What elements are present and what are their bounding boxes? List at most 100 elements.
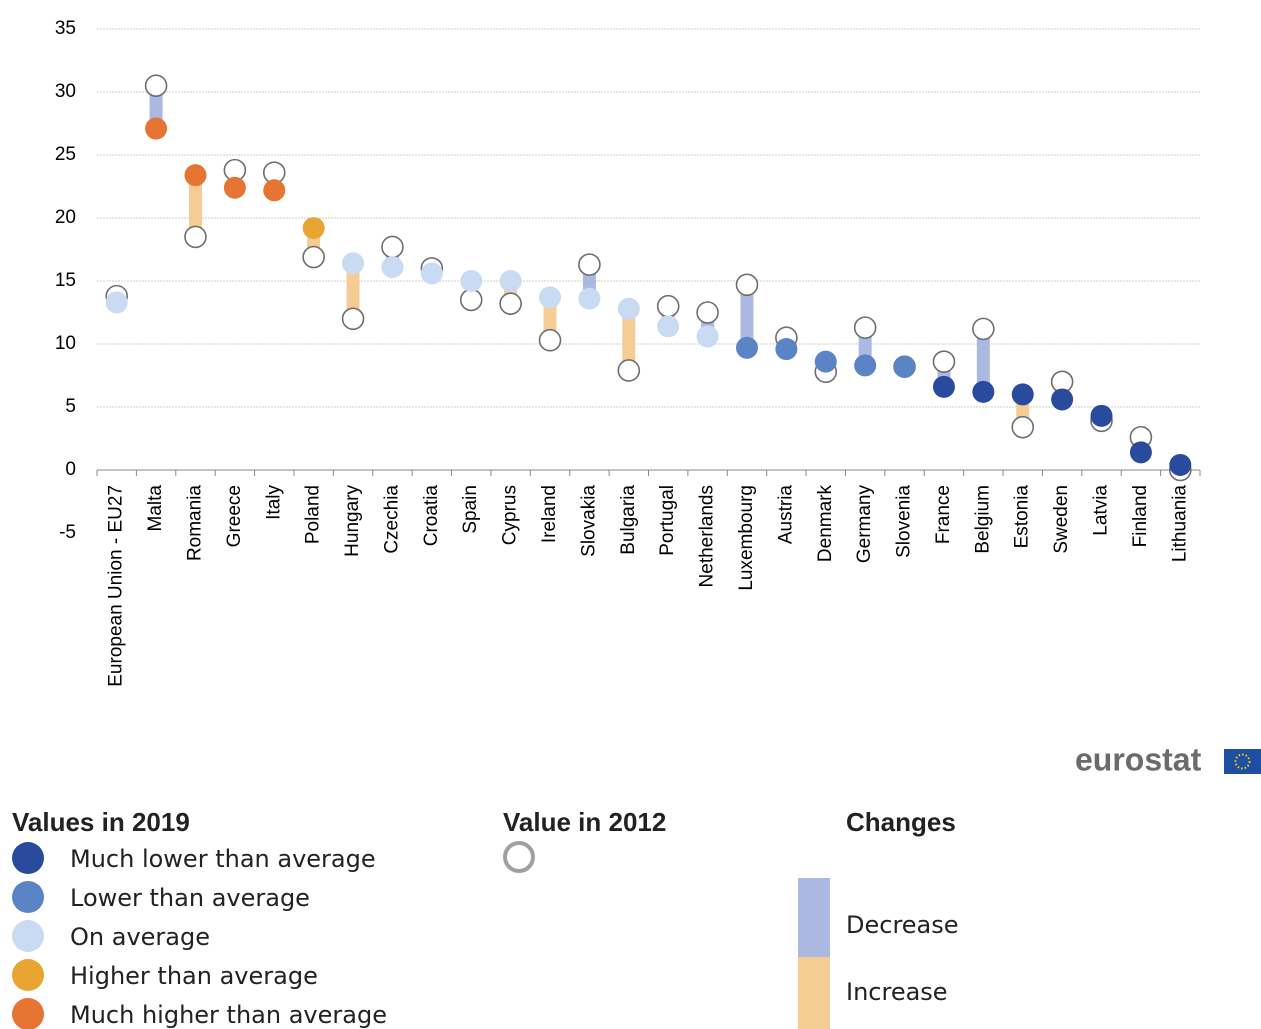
- x-tick-label: Netherlands: [697, 485, 718, 587]
- marker-2019: [735, 336, 758, 359]
- x-tick-label: Spain: [460, 485, 481, 534]
- marker-2019: [775, 338, 798, 361]
- y-tick-label: 20: [55, 207, 76, 228]
- x-tick-label: France: [933, 485, 954, 544]
- legend-swatch: [798, 957, 830, 1029]
- marker-2019: [460, 270, 483, 292]
- legend-label: Much higher than average: [70, 1001, 387, 1029]
- legend-label: Increase: [846, 978, 948, 1006]
- marker-2012: [853, 316, 877, 339]
- legend-marker: [12, 881, 44, 913]
- y-tick-label: -5: [59, 522, 76, 543]
- marker-2012: [972, 317, 995, 341]
- x-tick-label: Sweden: [1051, 485, 1072, 554]
- marker-2019: [657, 315, 680, 338]
- legend-marker: [12, 998, 44, 1029]
- legend-marker: [12, 842, 44, 874]
- legend-title: Value in 2012: [503, 807, 666, 837]
- marker-2019: [972, 380, 995, 403]
- x-tick-label: Slovakia: [578, 485, 599, 557]
- legend-label: On average: [70, 923, 210, 951]
- marker-2019: [302, 217, 325, 240]
- marker-2019: [814, 350, 837, 373]
- y-tick-label: 15: [55, 270, 76, 291]
- marker-2012: [341, 307, 365, 331]
- x-tick-label: Bulgaria: [618, 485, 639, 555]
- marker-2019: [1169, 453, 1192, 476]
- legend-marker: [503, 841, 535, 873]
- marker-2019: [105, 291, 128, 314]
- x-tick-label: Croatia: [421, 485, 442, 547]
- marker-2012: [538, 328, 562, 352]
- x-tick-label: Slovenia: [894, 485, 915, 558]
- x-tick-label: Germany: [854, 485, 875, 564]
- x-tick-label: Latvia: [1091, 485, 1112, 536]
- marker-2019: [223, 176, 246, 199]
- marker-2019: [499, 270, 522, 292]
- marker-2019: [854, 354, 877, 377]
- y-tick-label: 0: [65, 459, 76, 480]
- marker-2019: [381, 256, 404, 279]
- y-tick-label: 35: [55, 18, 76, 39]
- marker-2012: [381, 235, 404, 259]
- x-tick-label: Romania: [184, 485, 205, 561]
- x-tick-label: European Union - EU27: [106, 485, 127, 687]
- x-tick-label: Denmark: [815, 485, 836, 563]
- marker-2019: [1051, 388, 1074, 411]
- marker-2019: [617, 297, 640, 320]
- x-tick-label: Lithuania: [1169, 485, 1190, 563]
- marker-2019: [578, 287, 601, 310]
- legend-label: Much lower than average: [70, 845, 376, 873]
- marker-2012: [459, 288, 483, 312]
- eu-flag: [1224, 749, 1261, 774]
- x-tick-label: Hungary: [342, 485, 363, 557]
- legend-label: Higher than average: [70, 962, 318, 990]
- x-tick-label: Finland: [1130, 485, 1151, 547]
- marker-2019: [1090, 404, 1113, 427]
- legend-marker: [12, 920, 44, 952]
- marker-2019: [1129, 441, 1152, 464]
- x-tick-label: Ireland: [539, 485, 560, 543]
- x-tick-label: Belgium: [972, 485, 993, 554]
- x-tick-label: Portugal: [657, 485, 678, 556]
- marker-2019: [342, 252, 365, 275]
- marker-2012: [302, 245, 325, 269]
- marker-2012: [932, 350, 956, 373]
- eu-stars: [1234, 753, 1251, 770]
- marker-2019: [420, 262, 443, 285]
- marker-2019: [263, 179, 286, 202]
- change-bar: [188, 175, 202, 237]
- marker-2012: [656, 294, 680, 318]
- marker-2012: [499, 292, 522, 315]
- legend-label: Lower than average: [70, 884, 310, 912]
- marker-2012: [144, 74, 168, 97]
- change-bar: [740, 284, 754, 348]
- legend-title: Values in 2019: [12, 807, 190, 837]
- legend-label: Decrease: [846, 911, 959, 939]
- x-tick-label: Cyprus: [500, 485, 521, 545]
- x-tick-label: Italy: [263, 485, 284, 520]
- legend-swatch: [798, 878, 830, 957]
- marker-2012: [1011, 415, 1035, 439]
- source-logo: eurostat: [1075, 741, 1202, 777]
- x-tick-label: Luxembourg: [736, 485, 757, 591]
- legend-marker: [12, 959, 44, 991]
- marker-2012: [578, 253, 601, 276]
- marker-2012: [735, 273, 759, 297]
- marker-2019: [893, 355, 916, 378]
- marker-2012: [696, 301, 719, 324]
- marker-2012: [617, 359, 641, 382]
- x-tick-label: Poland: [303, 485, 324, 544]
- x-tick-label: Czechia: [381, 485, 402, 554]
- change-bar: [622, 308, 636, 371]
- x-tick-label: Greece: [224, 485, 245, 547]
- y-tick-label: 30: [55, 81, 76, 102]
- marker-2019: [932, 375, 955, 398]
- change-bar: [976, 328, 990, 392]
- x-tick-label: Malta: [145, 485, 166, 532]
- y-tick-label: 25: [55, 144, 76, 165]
- marker-2019: [145, 117, 168, 140]
- marker-2019: [1011, 383, 1034, 406]
